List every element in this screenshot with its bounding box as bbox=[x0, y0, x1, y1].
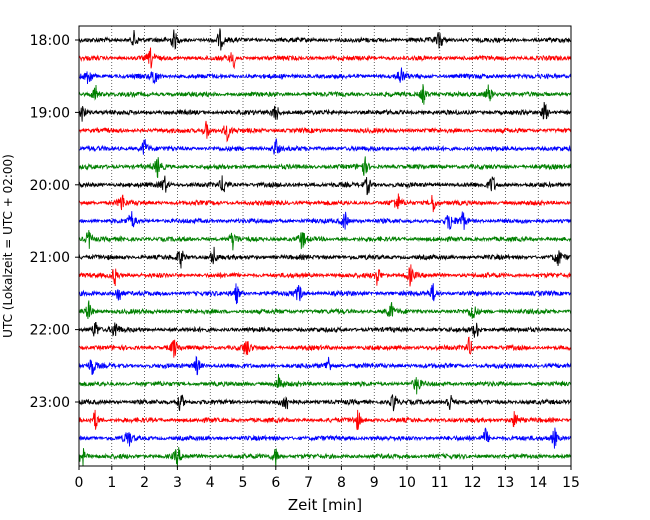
trace-19:15 bbox=[78, 120, 572, 143]
trace-22:30 bbox=[78, 355, 572, 376]
x-tick-label-13: 13 bbox=[496, 475, 514, 491]
x-tick-label-0: 0 bbox=[75, 475, 84, 491]
x-tick-label-1: 1 bbox=[107, 475, 116, 491]
trace-23:30 bbox=[78, 427, 572, 449]
x-axis-ticks: 0 1 2 3 4 5 6 7 8 9 10 11 12 13 14 15 bbox=[75, 466, 580, 491]
x-tick-label-11: 11 bbox=[431, 475, 449, 491]
trace-20:45 bbox=[78, 230, 572, 251]
trace-20:00 bbox=[78, 175, 572, 196]
trace-21:00 bbox=[78, 246, 572, 269]
plot-frame bbox=[78, 25, 572, 467]
trace-23:45 bbox=[78, 447, 572, 468]
y-tick-label-0: 18:00 bbox=[30, 33, 70, 49]
x-tick-label-3: 3 bbox=[173, 475, 182, 491]
x-tick-label-8: 8 bbox=[337, 475, 346, 491]
x-tick-label-15: 15 bbox=[562, 475, 580, 491]
vertical-grid bbox=[111, 26, 539, 466]
x-tick-label-14: 14 bbox=[529, 475, 547, 491]
y-tick-label-4: 22:00 bbox=[30, 323, 70, 339]
trace-21:30 bbox=[78, 283, 572, 305]
trace-18:15 bbox=[78, 47, 572, 70]
y-axis-label: UTC (Lokalzeit = UTC + 02:00) bbox=[1, 154, 15, 338]
trace-18:45 bbox=[78, 84, 572, 105]
trace-19:45 bbox=[78, 156, 572, 178]
seismogram-traces bbox=[78, 28, 572, 468]
y-tick-label-2: 20:00 bbox=[30, 178, 70, 194]
x-axis-label: Zeit [min] bbox=[288, 496, 362, 514]
x-tick-label-10: 10 bbox=[398, 475, 416, 491]
trace-21:15 bbox=[78, 264, 572, 287]
x-tick-label-6: 6 bbox=[271, 475, 280, 491]
x-tick-label-2: 2 bbox=[140, 475, 149, 491]
x-tick-label-9: 9 bbox=[370, 475, 379, 491]
y-tick-label-3: 21:00 bbox=[30, 250, 70, 266]
x-tick-label-7: 7 bbox=[304, 475, 313, 491]
trace-19:30 bbox=[78, 138, 572, 155]
trace-20:30 bbox=[78, 211, 572, 230]
trace-18:00 bbox=[78, 28, 572, 51]
trace-22:45 bbox=[78, 374, 572, 395]
trace-23:15 bbox=[78, 409, 572, 431]
x-tick-label-12: 12 bbox=[464, 475, 482, 491]
y-axis-ticks: 18:00 19:00 20:00 21:00 22:00 23:00 bbox=[30, 33, 79, 411]
x-tick-label-4: 4 bbox=[206, 475, 215, 491]
trace-20:15 bbox=[78, 193, 572, 213]
trace-22:15 bbox=[78, 336, 572, 358]
trace-18:30 bbox=[78, 67, 571, 85]
y-tick-label-1: 19:00 bbox=[30, 105, 70, 121]
y-tick-label-5: 23:00 bbox=[30, 395, 70, 411]
trace-23:00 bbox=[78, 394, 572, 412]
trace-22:00 bbox=[78, 321, 572, 338]
x-tick-label-5: 5 bbox=[239, 475, 248, 491]
trace-21:45 bbox=[78, 300, 572, 320]
trace-19:00 bbox=[78, 102, 572, 122]
